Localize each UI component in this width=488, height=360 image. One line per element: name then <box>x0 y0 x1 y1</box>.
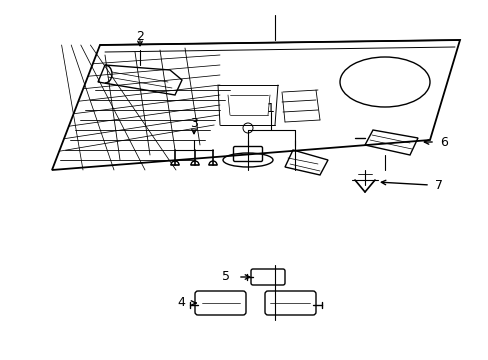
Text: 1: 1 <box>266 102 274 115</box>
Text: 7: 7 <box>434 179 442 192</box>
Text: 6: 6 <box>439 135 447 149</box>
Text: 5: 5 <box>222 270 229 284</box>
Text: 4: 4 <box>177 297 184 310</box>
Text: 3: 3 <box>190 117 198 130</box>
Text: 2: 2 <box>136 30 143 43</box>
